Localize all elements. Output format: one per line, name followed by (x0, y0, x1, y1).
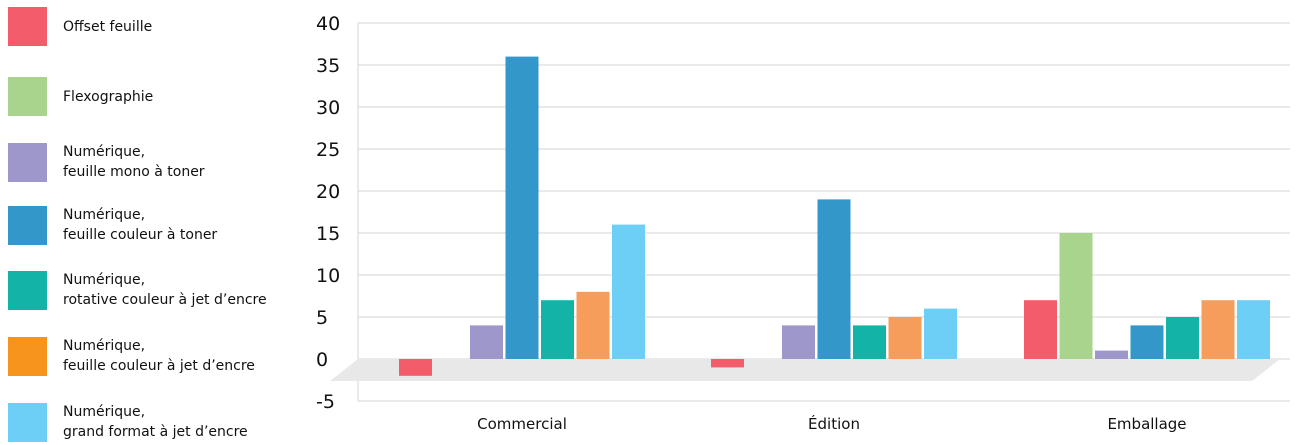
y-tick-label: 0 (316, 349, 328, 371)
legend-swatch (8, 7, 47, 46)
y-tick-label: 20 (316, 181, 340, 203)
y-tick-label: 10 (316, 265, 340, 287)
y-tick-label: 30 (316, 97, 340, 119)
bar (505, 56, 539, 359)
bar (1059, 233, 1093, 359)
bar (541, 300, 574, 359)
legend-label: Numérique, rotative couleur à jet d’encr… (63, 272, 267, 308)
legend-label: Offset feuille (63, 18, 153, 35)
x-category-label: Commercial (477, 415, 567, 433)
y-tick-label: 35 (316, 55, 340, 77)
y-tick-label: 5 (316, 307, 328, 329)
legend-swatch (8, 402, 47, 442)
legend-label: Numérique, feuille couleur à toner (63, 207, 218, 243)
x-category-label: Édition (808, 414, 860, 433)
bar (1024, 300, 1057, 359)
legend-item: Numérique, rotative couleur à jet d’encr… (8, 270, 267, 310)
bar (711, 359, 744, 368)
legend-label: Flexographie (63, 88, 154, 105)
legend-swatch (8, 77, 47, 116)
legend-swatch (8, 205, 47, 245)
bar (1166, 317, 1199, 359)
legend-item: Numérique, feuille couleur à toner (8, 205, 217, 245)
legend-label: Numérique, feuille couleur à jet d’encre (63, 338, 255, 374)
legend-swatch (8, 270, 47, 310)
y-tick-label: 15 (316, 223, 340, 245)
y-tick-label: 40 (316, 13, 340, 35)
bar (1201, 300, 1235, 359)
bar (1095, 350, 1128, 359)
zero-floor (330, 359, 1280, 381)
legend-swatch (8, 336, 47, 376)
legend-item: Numérique, grand format à jet d’encre (8, 402, 248, 442)
bar (924, 308, 957, 359)
legend-label: Numérique, grand format à jet d’encre (63, 404, 248, 440)
legend-item: Numérique, feuille couleur à jet d’encre (8, 336, 255, 376)
bar (817, 199, 851, 359)
bar (399, 359, 432, 376)
legend-item: Offset feuille (8, 7, 152, 46)
legend-label: Numérique, feuille mono à toner (63, 144, 205, 180)
bar (1130, 325, 1164, 359)
bar (612, 224, 645, 359)
y-tick-label: -5 (316, 391, 335, 413)
x-category-label: Emballage (1107, 415, 1186, 433)
bar (1237, 300, 1270, 359)
y-tick-label: 25 (316, 139, 340, 161)
legend-swatch (8, 142, 47, 182)
bar (782, 325, 815, 359)
bar (576, 291, 610, 359)
legend-item: Numérique, feuille mono à toner (8, 142, 205, 182)
bar (853, 325, 886, 359)
legend-item: Flexographie (8, 77, 153, 116)
chart-legend: Offset feuille Flexographie Numérique, feu… (0, 0, 310, 445)
bar (888, 317, 922, 359)
bar (470, 325, 503, 359)
